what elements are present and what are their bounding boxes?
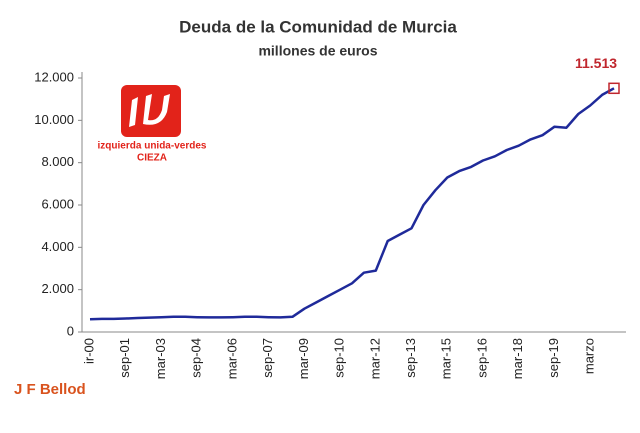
x-tick-label: mar-06 — [224, 338, 239, 379]
y-tick-label: 12.000 — [34, 69, 74, 84]
y-tick-label: 2.000 — [41, 281, 74, 296]
y-tick-label: 0 — [67, 323, 74, 338]
chart-subtitle: millones de euros — [258, 43, 377, 59]
y-tick-label: 10.000 — [34, 112, 74, 127]
x-tick-label: sep-07 — [260, 338, 275, 378]
x-tick-label: sep-04 — [189, 338, 204, 378]
y-tick-label: 6.000 — [41, 196, 74, 211]
logo-text: izquierda unida-verdes — [98, 141, 207, 152]
data-line — [89, 87, 615, 321]
x-tick-label: mar-09 — [296, 338, 311, 379]
y-tick-label: 8.000 — [41, 154, 74, 169]
end-marker — [608, 82, 620, 95]
logo-place: CIEZA — [137, 153, 167, 164]
x-tick-label: sep-10 — [332, 338, 347, 378]
x-tick-label: mar-15 — [439, 338, 454, 379]
x-tick-label: ir-00 — [81, 338, 96, 364]
x-tick-label: sep-16 — [474, 338, 489, 378]
author: J F Bellod — [14, 381, 86, 398]
y-tick-label: 4.000 — [41, 239, 74, 254]
x-tick-label: mar-18 — [510, 338, 525, 379]
logo — [121, 85, 181, 137]
x-tick-label: mar-03 — [153, 338, 168, 379]
logo-box — [121, 85, 181, 137]
chart-title: Deuda de la Comunidad de Murcia — [179, 17, 457, 36]
x-tick-label: sep-01 — [117, 338, 132, 378]
x-tick-label: sep-13 — [403, 338, 418, 378]
x-tick-label: mar-12 — [367, 338, 382, 379]
x-tick-label: sep-19 — [546, 338, 561, 378]
value-label: 11.513 — [575, 55, 617, 71]
x-tick-label: marzo — [582, 338, 597, 374]
logo-mark — [129, 94, 170, 127]
